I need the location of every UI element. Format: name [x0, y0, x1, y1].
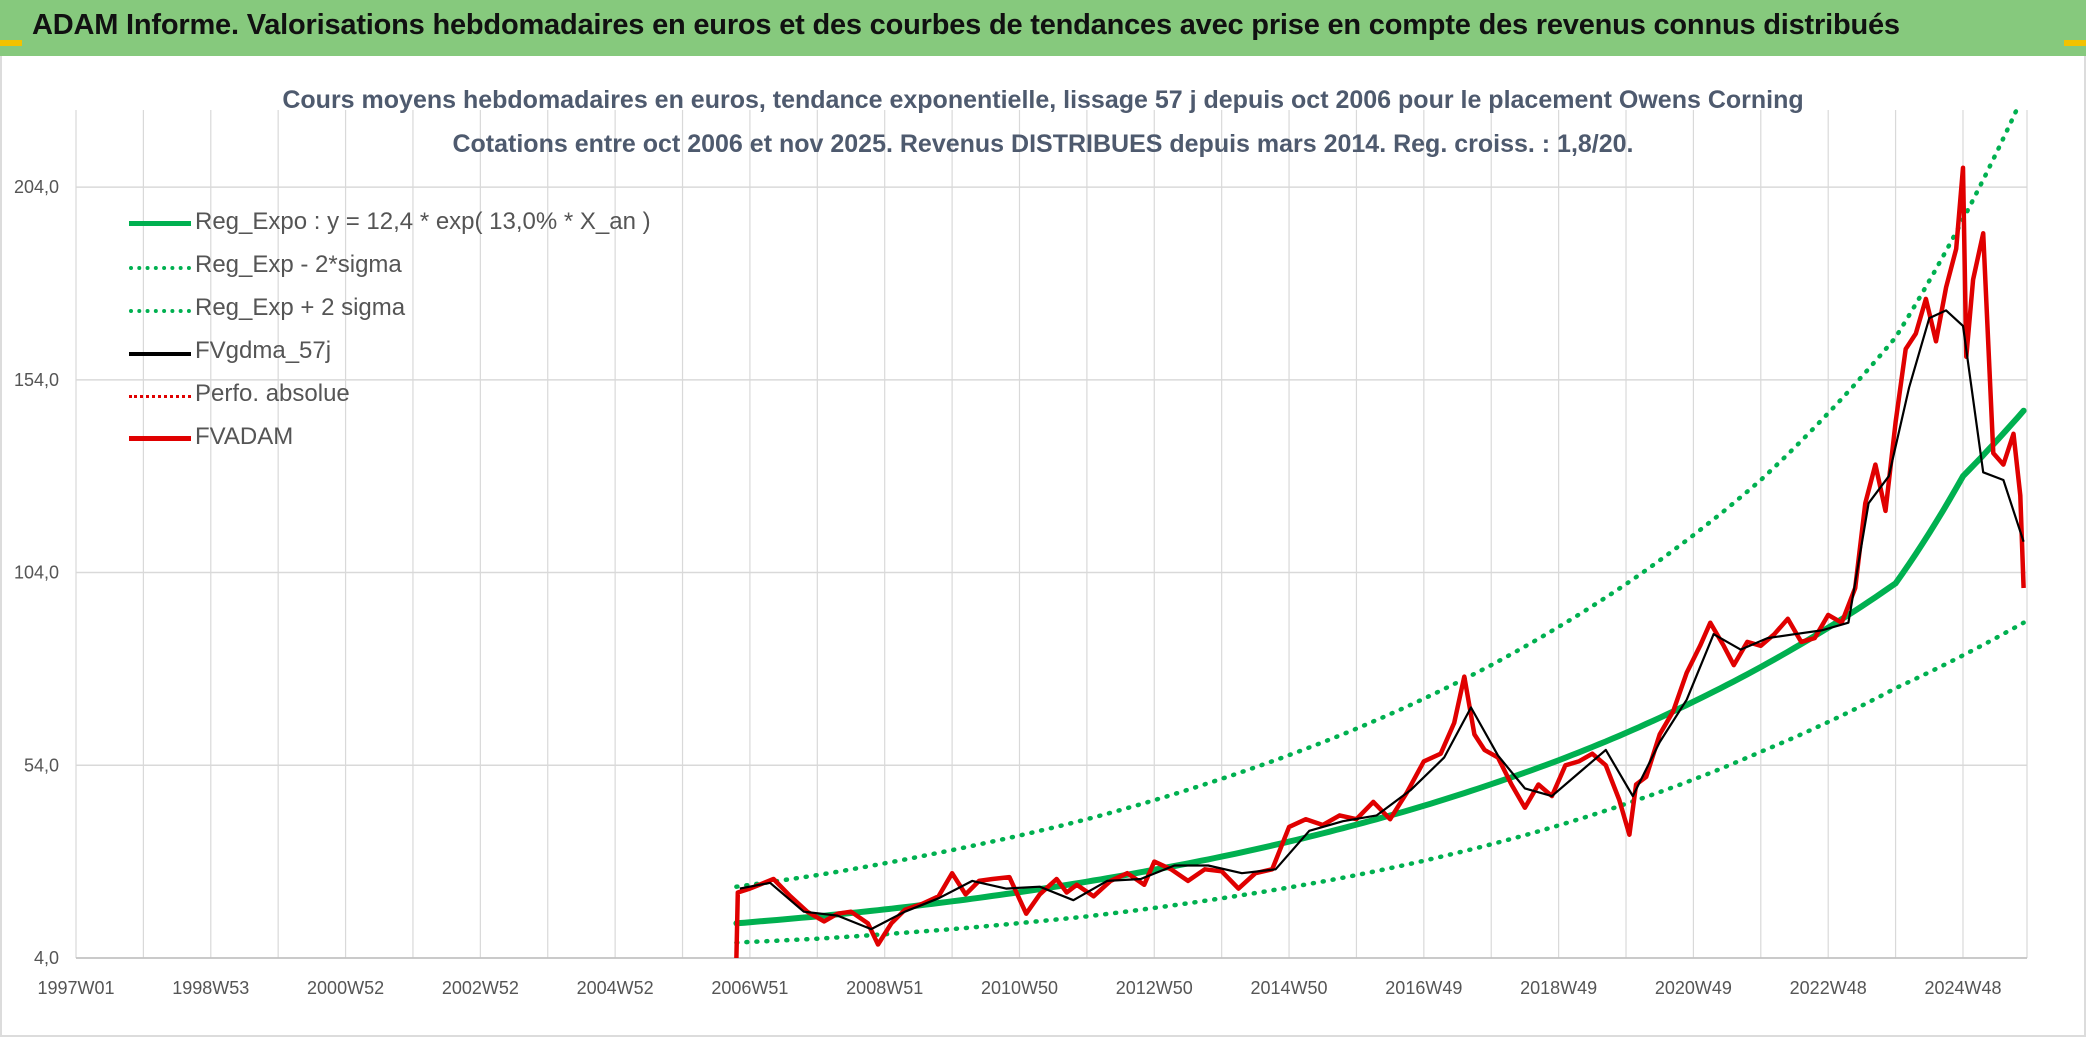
x-tick-label: 2004W52 — [577, 978, 654, 998]
x-tick-label: 2016W49 — [1385, 978, 1462, 998]
series-lines — [733, 108, 2027, 959]
corner-mark-right — [2064, 40, 2086, 46]
legend-swatch-perfo — [129, 395, 191, 398]
y-tick-label: 204,0 — [14, 177, 59, 197]
x-tick-label: 2018W49 — [1520, 978, 1597, 998]
x-tick-label: 2020W49 — [1655, 978, 1732, 998]
corner-mark-left — [0, 40, 22, 46]
x-tick-label: 1997W01 — [37, 978, 114, 998]
x-tick-label: 2000W52 — [307, 978, 384, 998]
report-title: ADAM Informe. Valorisations hebdomadaire… — [32, 9, 1900, 41]
x-tick-label: 2012W50 — [1116, 978, 1193, 998]
report-header: ADAM Informe. Valorisations hebdomadaire… — [0, 0, 2086, 56]
x-tick-label: 2002W52 — [442, 978, 519, 998]
tick-labels: 4,0 54,0 104,0 154,0 204,0 1997W01 1998W53 2000… — [14, 177, 2002, 998]
legend-label-reg-minus: Reg_Exp - 2*sigma — [195, 251, 402, 278]
series-reg-minus-line — [734, 620, 2026, 945]
grid-lines — [75, 110, 2028, 959]
x-tick-label: 1998W53 — [172, 978, 249, 998]
series-fvadam-line — [734, 165, 2026, 959]
legend-swatch-fvadam — [129, 436, 191, 441]
y-tick-label: 54,0 — [24, 755, 59, 775]
y-tick-label: 104,0 — [14, 563, 59, 583]
legend-label-fvgdma: FVgdma_57j — [195, 337, 332, 364]
y-tick-label: 4,0 — [34, 948, 59, 968]
legend-swatch-fvgdma — [129, 352, 191, 356]
series-reg-plus-line — [734, 108, 2020, 889]
chart-frame — [0, 56, 2086, 1037]
series-reg-expo-line — [733, 407, 2027, 927]
x-tick-label: 2024W48 — [1924, 978, 2001, 998]
x-tick-label: 2008W51 — [846, 978, 923, 998]
chart-title-line2: Cotations entre oct 2006 et nov 2025. Re… — [452, 130, 1634, 158]
legend-label-fvadam: FVADAM — [195, 423, 294, 450]
legend-swatch-reg-expo — [129, 221, 191, 226]
legend-swatch-reg-minus — [129, 266, 191, 270]
chart-title-line1: Cours moyens hebdomadaires en euros, ten… — [282, 86, 1804, 114]
x-tick-label: 2006W51 — [711, 978, 788, 998]
legend-label-reg-expo: Reg_Expo : y = 12,4 * exp( 13,0% * X_an … — [195, 208, 651, 235]
legend-label-perfo: Perfo. absolue — [195, 380, 350, 407]
x-tick-label: 2022W48 — [1790, 978, 1867, 998]
legend-label-reg-plus: Reg_Exp + 2 sigma — [195, 294, 406, 321]
y-tick-label: 154,0 — [14, 370, 59, 390]
x-tick-label: 2014W50 — [1251, 978, 1328, 998]
series-fvgdma-line — [739, 309, 2025, 931]
legend-swatch-reg-plus — [129, 309, 191, 313]
x-tick-label: 2010W50 — [981, 978, 1058, 998]
